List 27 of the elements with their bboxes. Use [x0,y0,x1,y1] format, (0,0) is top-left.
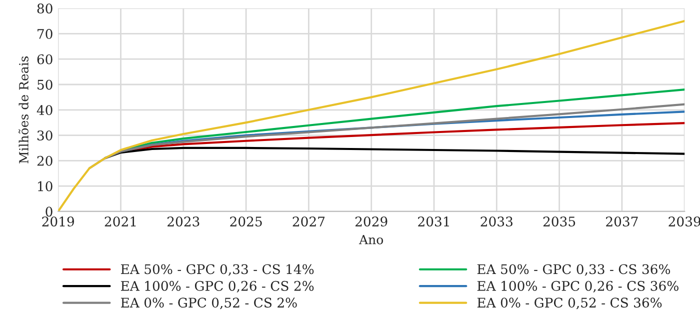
x-tick-label: 2021 [104,216,136,227]
legend-label: EA 50% - GPC 0,33 - CS 36% [477,264,670,276]
y-tick-label: 0 [46,206,52,217]
y-tick-label: 30 [37,130,52,140]
legend-label: EA 100% - GPC 0,26 - CS 36% [477,280,678,293]
y-tick-label: 50 [38,80,52,90]
x-tick-label: 2027 [292,216,325,227]
y-tick-label: 10 [38,181,52,192]
y-tick-label: 70 [38,28,52,39]
x-tick-label: 2019 [42,216,74,227]
x-tick-label: 2025 [230,216,262,227]
legend-label: EA 0% - GPC 0,52 - CS 2% [120,298,297,310]
x-tick-label: 2035 [543,216,576,227]
legend-label: EA 100% - GPC 0,26 - CS 2% [120,280,314,293]
x-tick-label: 2023 [168,216,200,227]
y-tick-label: 80 [37,4,52,14]
y-tick-label: 40 [36,105,52,116]
legend-label: EA 50% - GPC 0,33 - CS 14% [120,264,314,276]
x-tick-label: 2037 [606,216,638,227]
x-tick-label: 2029 [355,216,388,227]
legend-label: EA 0% - GPC 0,52 - CS 36% [477,298,662,310]
x-tick-label: 2033 [480,216,512,227]
x-tick-label: 2031 [418,216,449,227]
y-tick-label: 20 [37,156,52,166]
y-tick-label: 60 [37,54,52,64]
x-axis-title: Ano [358,235,384,244]
y-axis-title: Milhões de Reais [18,56,28,164]
